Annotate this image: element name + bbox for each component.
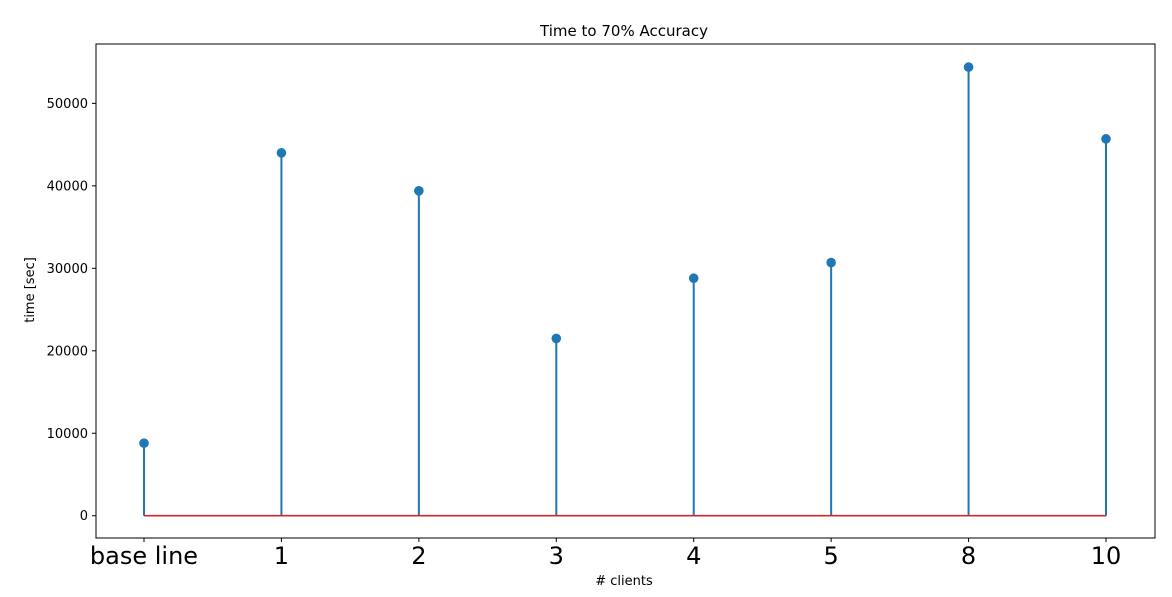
stem-marker — [551, 333, 562, 344]
stem-marker — [688, 273, 699, 284]
y-tick-label: 10000 — [47, 427, 88, 442]
x-axis-label: # clients — [595, 574, 653, 589]
x-tick-label: 10 — [1091, 542, 1122, 570]
x-tick-label: 2 — [411, 542, 426, 570]
y-tick-label: 20000 — [47, 344, 88, 359]
x-tick-label: 1 — [274, 542, 289, 570]
plot-frame — [95, 43, 1156, 539]
y-tick-label: 40000 — [47, 179, 88, 194]
stem-marker — [276, 148, 287, 158]
x-tick-label: base line — [90, 542, 198, 570]
stem-marker — [826, 257, 836, 268]
y-tick-label: 50000 — [47, 97, 88, 112]
plot-area: 0 10000 20000 30000 40000 50000 base line 1 2 3 4 5… — [47, 43, 1156, 570]
stem-marker — [963, 62, 974, 72]
x-tick-label: 3 — [549, 542, 564, 570]
stem-marker — [414, 185, 424, 196]
x-tick-label: 4 — [686, 542, 701, 570]
x-tick-label: 5 — [824, 542, 839, 570]
stem-marker — [139, 438, 149, 448]
chart-title: Time to 70% Accuracy — [539, 22, 708, 40]
x-tick-label: 8 — [961, 542, 976, 570]
y-tick-label: 30000 — [47, 262, 88, 277]
stem-marker — [1101, 134, 1111, 144]
y-tick-label: 0 — [80, 509, 88, 524]
y-axis-label: time [sec] — [23, 257, 38, 323]
